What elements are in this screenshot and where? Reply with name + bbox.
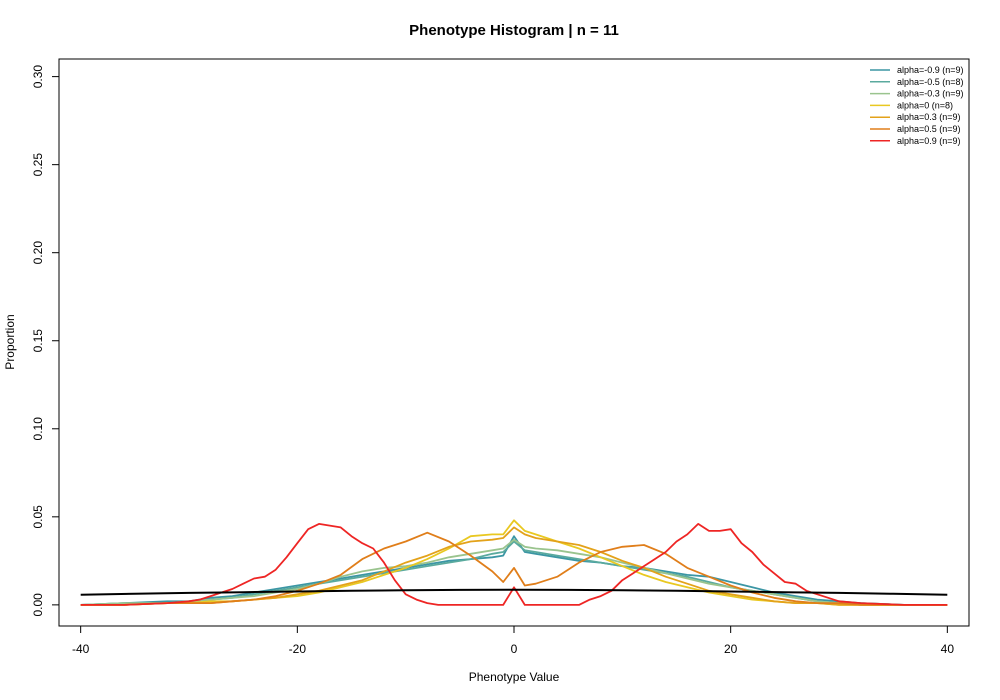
legend: alpha=-0.9 (n=9) alpha=-0.5 (n=8) alpha=-0… xyxy=(870,65,964,146)
x-axis-label: Phenotype Value xyxy=(469,670,560,684)
legend-label: alpha=-0.5 (n=8) xyxy=(897,77,964,87)
series-lines xyxy=(80,519,948,606)
y-axis-label: Proportion xyxy=(3,314,17,369)
legend-label: alpha=0.5 (n=9) xyxy=(897,124,961,134)
legend-label: alpha=-0.9 (n=9) xyxy=(897,65,964,75)
x-tick-label: 40 xyxy=(941,642,955,656)
legend-label: alpha=0 (n=8) xyxy=(897,100,953,110)
legend-label: alpha=0.9 (n=9) xyxy=(897,136,961,146)
x-axis: -40 -20 0 20 40 xyxy=(72,625,955,656)
y-tick-label: 0.15 xyxy=(31,329,45,353)
legend-label: alpha=-0.3 (n=9) xyxy=(897,89,964,99)
y-tick-label: 0.10 xyxy=(31,417,45,441)
reference-line xyxy=(80,588,948,596)
series-2-line xyxy=(80,538,948,606)
chart-title: Phenotype Histogram | n = 11 xyxy=(409,22,619,39)
x-tick-label: -40 xyxy=(72,642,90,656)
y-axis: 0.00 0.05 0.10 0.15 0.20 0.25 0.30 xyxy=(31,65,60,617)
x-tick-label: 0 xyxy=(511,642,518,656)
x-tick-label: 20 xyxy=(724,642,738,656)
legend-label: alpha=0.3 (n=9) xyxy=(897,112,961,122)
y-tick-label: 0.25 xyxy=(31,153,45,177)
series-5-line xyxy=(80,531,948,606)
y-tick-label: 0.20 xyxy=(31,241,45,265)
y-tick-label: 0.00 xyxy=(31,593,45,617)
y-tick-label: 0.05 xyxy=(31,505,45,529)
series-6-line xyxy=(80,523,948,606)
y-tick-label: 0.30 xyxy=(31,65,45,89)
x-tick-label: -20 xyxy=(289,642,307,656)
